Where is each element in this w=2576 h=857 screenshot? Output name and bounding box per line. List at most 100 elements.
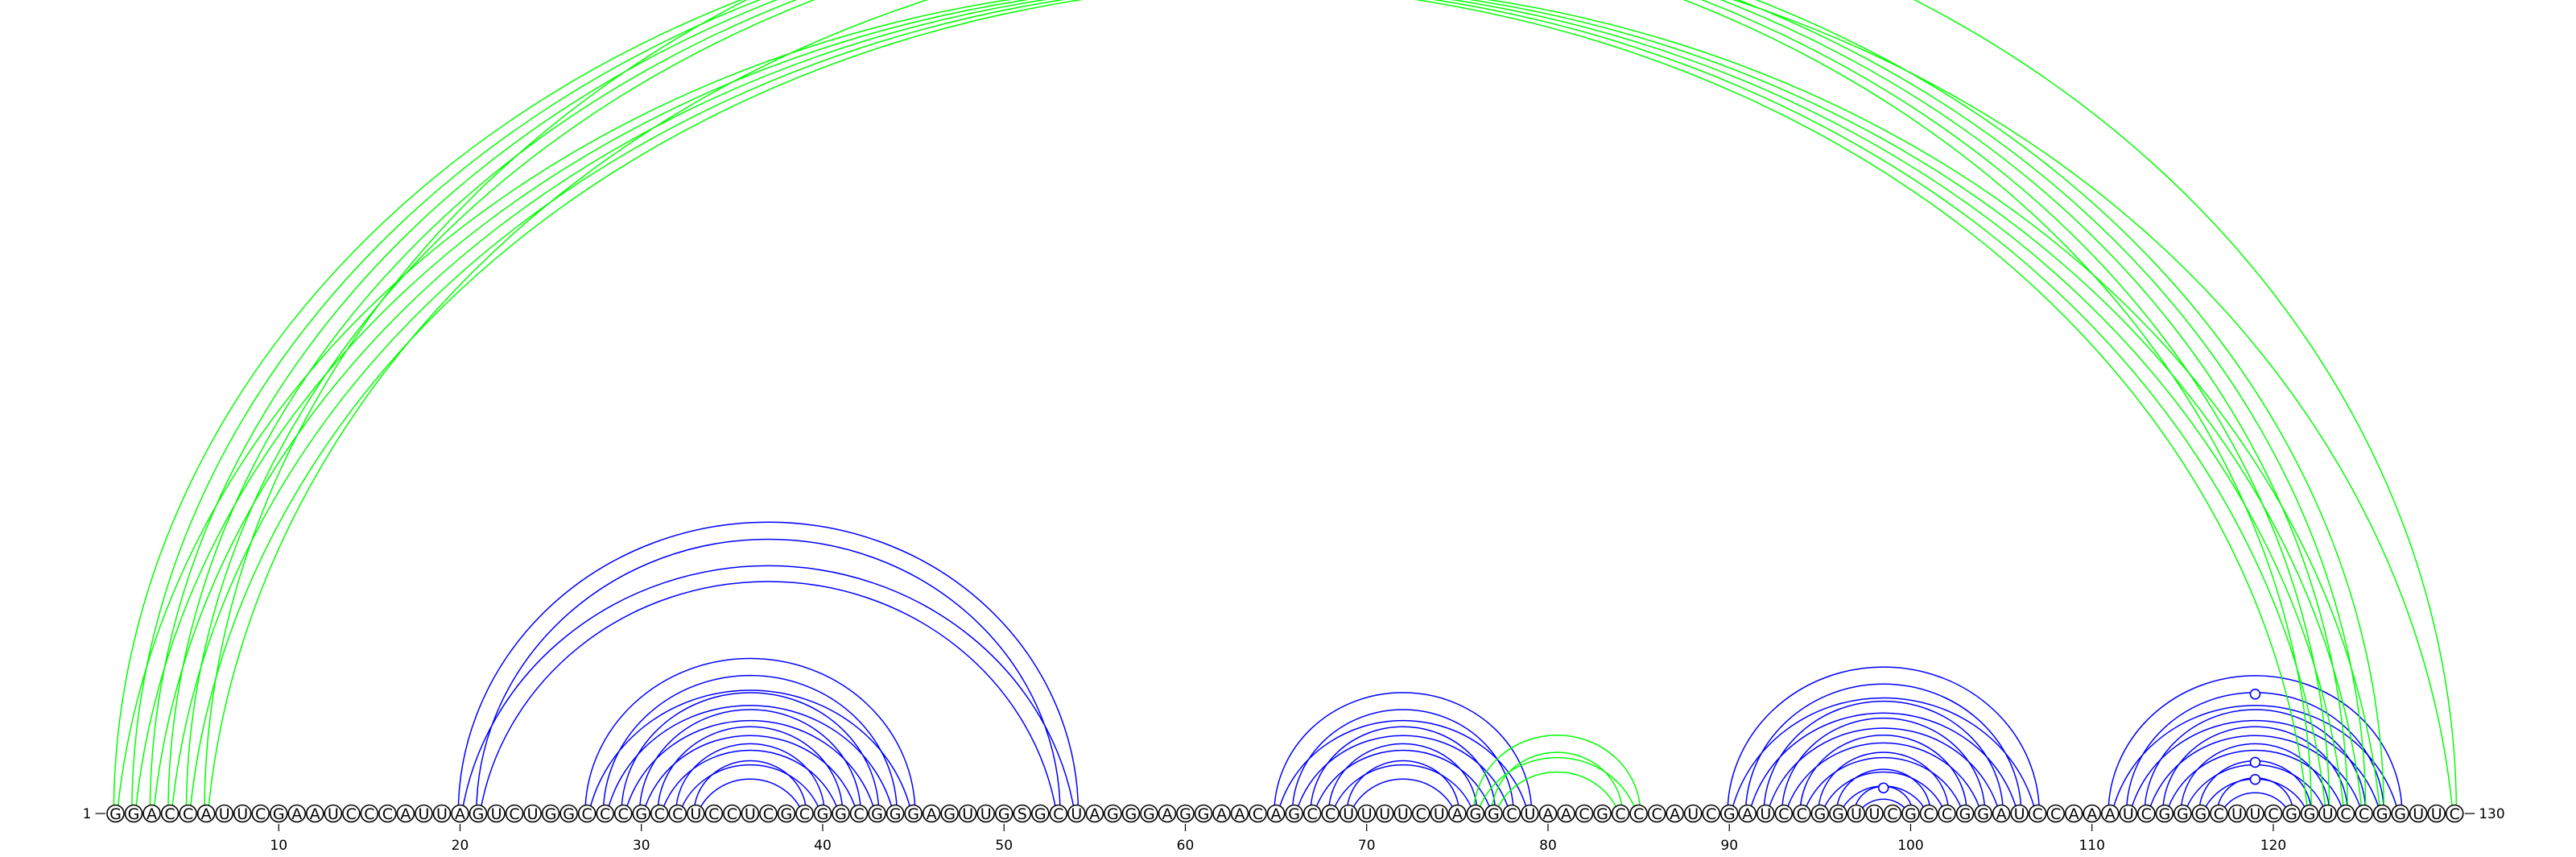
nucleotide-57: G — [1121, 804, 1141, 823]
nucleotide-20: A — [451, 804, 469, 823]
nucleotide-22: U — [487, 804, 506, 823]
svg-text:G: G — [2195, 805, 2207, 823]
nucleotide-122: G — [2300, 804, 2319, 823]
nucleotide-86: C — [1647, 804, 1666, 823]
svg-text:C: C — [618, 805, 629, 823]
base-pair-arc-2-123 — [131, 0, 2330, 814]
nucleotide-126: G — [2372, 804, 2392, 823]
svg-text:U: U — [1434, 805, 1445, 823]
base-pair-arc-114-124 — [2161, 726, 2349, 814]
svg-text:G: G — [1470, 805, 1482, 823]
nucleotide-125: C — [2355, 804, 2373, 823]
svg-text:G: G — [1832, 805, 1844, 823]
nucleotide-19: U — [432, 804, 452, 823]
svg-text:A: A — [1742, 805, 1752, 823]
base-pair-arc-3-124 — [149, 0, 2349, 814]
svg-text:U: U — [690, 805, 701, 823]
nucleotide-52: G — [1030, 804, 1050, 823]
base-pair-arc-69-75 — [1349, 778, 1456, 814]
nucleotide-63: A — [1230, 804, 1249, 823]
nucleotide-45: G — [904, 804, 923, 823]
nucleotide-92: U — [1756, 804, 1775, 823]
base-pair-arc-6-130 — [207, 0, 2454, 814]
base-pair-arc-31-41 — [660, 749, 840, 814]
svg-text:G: G — [1814, 805, 1826, 823]
base-pair-arc-4-125 — [171, 0, 2363, 814]
svg-text:G: G — [1143, 805, 1155, 823]
svg-text:A: A — [1235, 805, 1245, 823]
base-pair-arc-29-43 — [624, 719, 877, 814]
svg-text:C: C — [727, 805, 737, 823]
svg-text:C: C — [2214, 805, 2224, 823]
pair-marker-116-122 — [2249, 756, 2261, 768]
nucleotide-75: A — [1448, 804, 1467, 823]
svg-text:C: C — [1615, 805, 1625, 823]
svg-text:U: U — [237, 805, 248, 823]
svg-text:C: C — [2340, 805, 2351, 823]
base-pair-arc-113-125 — [2144, 709, 2367, 814]
nucleotide-119: U — [2246, 804, 2264, 823]
sequence-start-label: 1 — [83, 806, 92, 822]
nucleotide-17: A — [396, 804, 415, 823]
base-pair-arc-66-78 — [1295, 735, 1511, 814]
base-pair-arc-94-103 — [1799, 735, 1967, 814]
nucleotide-117: C — [2210, 804, 2228, 823]
svg-text:C: C — [1778, 805, 1789, 823]
svg-text:U: U — [1397, 805, 1409, 823]
base-pair-arc-32-40 — [675, 743, 825, 814]
nucleotide-78: C — [1502, 804, 1521, 823]
nucleotide-73: C — [1412, 804, 1430, 823]
nucleotide-82: C — [1575, 804, 1594, 823]
nucleotide-25: G — [541, 804, 560, 823]
base-pair-arc-30-42 — [642, 735, 858, 814]
svg-text:U: U — [1343, 805, 1354, 823]
base-pair-arc-93-104 — [1781, 717, 1986, 814]
svg-text:A: A — [1271, 805, 1282, 823]
pair-marker-117-121 — [2249, 773, 2261, 785]
nucleotide-27: C — [577, 804, 597, 823]
nucleotide-76: G — [1466, 804, 1485, 823]
base-pair-arc-93-104 — [1785, 742, 1983, 814]
nucleotide-58: G — [1140, 804, 1158, 823]
svg-text:A: A — [1561, 805, 1571, 823]
svg-text:G: G — [545, 805, 557, 823]
svg-text:C: C — [582, 805, 592, 823]
svg-text:C: C — [164, 805, 175, 823]
svg-text:G: G — [273, 805, 285, 823]
base-pair-arc-65-79 — [1277, 719, 1529, 814]
nucleotide-62: A — [1212, 804, 1231, 823]
base-pair-arc-21-53 — [476, 538, 1061, 814]
nucleotide-127: G — [2391, 804, 2409, 823]
svg-text:A: A — [1089, 805, 1100, 823]
nucleotide-88: U — [1683, 804, 1703, 823]
base-pair-arc-20-54 — [460, 565, 1075, 814]
base-pair-arc-91-106 — [1744, 683, 2022, 814]
svg-text:A: A — [201, 805, 212, 823]
svg-text:G: G — [1034, 805, 1046, 823]
nucleotide-28: C — [596, 804, 614, 823]
nucleotide-13: U — [324, 804, 343, 823]
base-pair-arc-20-54 — [457, 521, 1080, 814]
nucleotide-123: U — [2318, 804, 2337, 823]
svg-text:C: C — [364, 805, 374, 823]
nucleotide-72: U — [1393, 804, 1413, 823]
svg-text:C: C — [853, 805, 864, 823]
nucleotide-115: G — [2174, 804, 2192, 823]
svg-text:G: G — [635, 805, 647, 823]
base-pair-arc-90-107 — [1727, 666, 2041, 814]
base-pair-arc-77-84 — [1494, 771, 1620, 814]
svg-text:G: G — [1179, 805, 1191, 823]
base-pair-arc-1-122 — [113, 0, 2312, 814]
svg-text:U: U — [1760, 805, 1771, 823]
nucleotide-26: G — [559, 804, 578, 823]
base-pair-arc-33-39 — [696, 778, 803, 814]
nucleotide-99: C — [1883, 804, 1902, 823]
base-pair-arc-3-124 — [153, 0, 2345, 814]
nucleotide-24: U — [523, 804, 542, 823]
base-pair-arc-95-102 — [1817, 751, 1950, 814]
nucleotide-47: G — [940, 804, 959, 823]
svg-text:G: G — [563, 805, 575, 823]
svg-text:U: U — [1524, 805, 1535, 823]
nucleotide-94: C — [1793, 804, 1811, 823]
